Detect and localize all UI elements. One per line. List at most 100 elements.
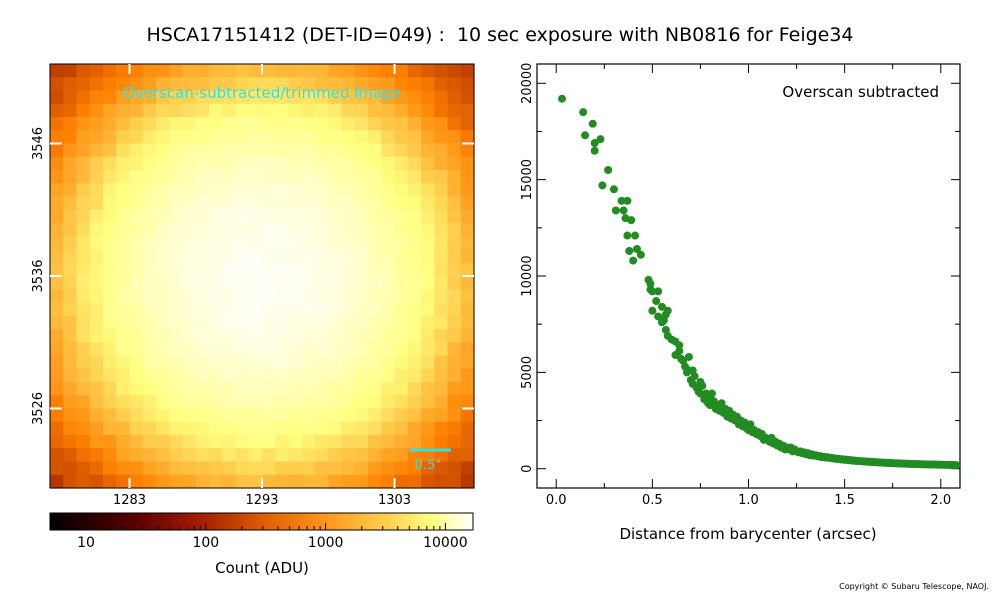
image-pixel xyxy=(182,130,197,145)
image-pixel xyxy=(63,143,78,158)
image-pixel xyxy=(182,448,197,463)
image-pixel xyxy=(248,223,263,237)
image-pixel xyxy=(421,302,435,317)
image-pixel xyxy=(447,315,462,330)
image-pixel xyxy=(447,209,462,224)
image-pixel xyxy=(434,223,449,237)
image-pixel xyxy=(169,249,184,264)
image-pixel xyxy=(103,435,117,449)
image-pixel xyxy=(341,130,356,145)
image-pixel xyxy=(169,342,184,357)
image-pixel xyxy=(63,448,78,463)
image-pixel xyxy=(301,209,316,224)
image-pixel xyxy=(248,249,263,264)
image-pixel xyxy=(182,315,197,330)
image-pixel xyxy=(50,448,64,463)
image-pixel xyxy=(76,209,91,224)
image-pixel xyxy=(235,236,250,251)
image-pixel xyxy=(169,64,184,78)
image-pixel xyxy=(301,156,316,171)
image-pixel xyxy=(156,315,170,330)
image-pixel xyxy=(76,276,91,290)
image-pixel xyxy=(248,64,263,78)
image-pixel xyxy=(89,170,104,184)
image-pixel xyxy=(315,64,329,78)
image-pixel xyxy=(394,262,409,277)
image-pixel xyxy=(407,382,422,396)
image-pixel xyxy=(262,170,276,184)
image-pixel xyxy=(89,382,104,396)
image-pixel xyxy=(209,262,223,277)
figure-title: HSCA17151412 (DET-ID=049) : 10 sec expos… xyxy=(146,24,854,46)
image-pixel xyxy=(209,249,223,264)
image-pixel xyxy=(169,474,184,489)
image-pixel xyxy=(354,276,369,290)
image-pixel xyxy=(76,236,91,251)
image-pixel xyxy=(394,249,409,264)
image-pixel xyxy=(421,461,435,476)
image-pixel xyxy=(354,302,369,317)
image-pixel xyxy=(222,276,237,290)
image-pixel xyxy=(421,117,435,131)
image-pixel xyxy=(275,435,290,449)
image-pixel xyxy=(116,196,131,211)
image-pixel xyxy=(394,329,409,343)
image-pixel xyxy=(460,249,475,264)
image-pixel xyxy=(129,315,144,330)
image-pixel xyxy=(116,156,131,171)
image-pixel xyxy=(195,223,210,237)
image-pixel xyxy=(103,382,117,396)
image-pixel xyxy=(407,183,422,198)
image-pixel xyxy=(275,223,290,237)
image-pixel xyxy=(63,262,78,277)
image-pixel xyxy=(434,368,449,383)
image-pixel xyxy=(341,170,356,184)
image-pixel xyxy=(89,209,104,224)
image-pixel xyxy=(421,209,435,224)
image-pixel xyxy=(394,130,409,145)
image-pixel xyxy=(262,143,276,158)
image-pixel xyxy=(169,355,184,370)
image-pixel xyxy=(116,474,131,489)
image-pixel xyxy=(421,395,435,410)
image-pixel xyxy=(341,117,356,131)
image-pixel xyxy=(116,435,131,449)
image-pixel xyxy=(434,77,449,92)
image-pixel xyxy=(63,77,78,92)
image-pixel xyxy=(354,382,369,396)
image-pixel xyxy=(116,170,131,184)
image-pixel xyxy=(275,77,290,92)
image-pixel xyxy=(394,408,409,423)
image-pixel xyxy=(262,262,276,277)
image-pixel xyxy=(328,408,343,423)
image-pixel xyxy=(195,408,210,423)
image-pixel xyxy=(368,315,382,330)
image-pixel xyxy=(341,315,356,330)
image-pixel xyxy=(301,103,316,118)
image-pixel xyxy=(288,156,303,171)
image-pixel xyxy=(182,249,197,264)
image-pixel xyxy=(89,130,104,145)
image-pixel xyxy=(116,77,131,92)
image-pixel xyxy=(129,355,144,370)
image-pixel xyxy=(195,448,210,463)
image-pixel xyxy=(434,435,449,449)
image-pixel xyxy=(434,156,449,171)
image-pixel xyxy=(328,302,343,317)
image-pixel xyxy=(142,183,157,198)
image-pixel xyxy=(76,130,91,145)
image-pixel xyxy=(341,249,356,264)
image-pixel xyxy=(421,408,435,423)
image-pixel xyxy=(460,117,475,131)
image-pixel xyxy=(103,474,117,489)
image-pixel xyxy=(394,368,409,383)
image-pixel xyxy=(460,289,475,304)
image-pixel xyxy=(129,156,144,171)
image-pixel xyxy=(103,329,117,343)
image-pixel xyxy=(407,435,422,449)
image-pixel xyxy=(328,209,343,224)
image-pixel xyxy=(248,461,263,476)
image-pixel xyxy=(288,117,303,131)
image-pixel xyxy=(76,355,91,370)
image-pixel xyxy=(341,262,356,277)
